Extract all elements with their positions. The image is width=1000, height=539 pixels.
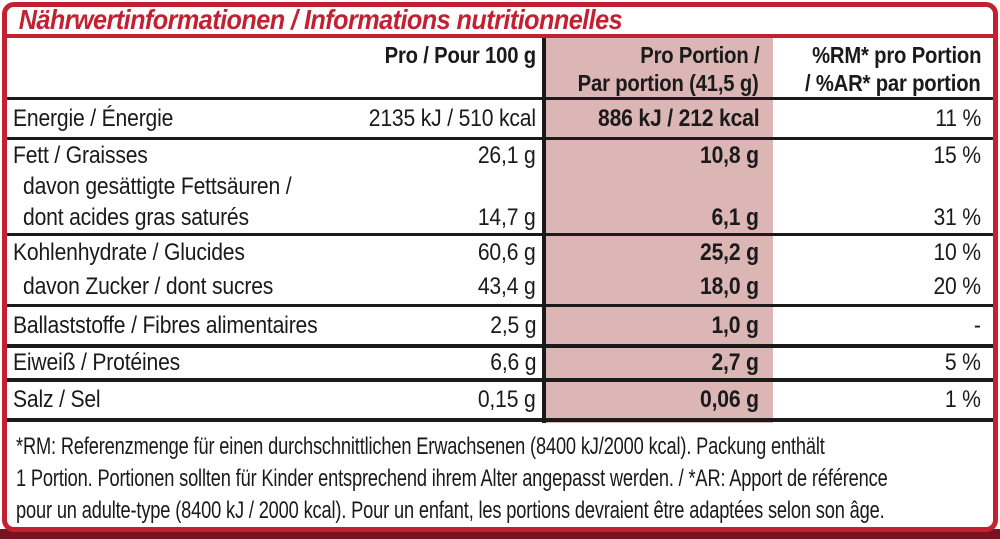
portion-column-highlight [546,38,773,423]
table-row: Energie / Énergie 2135 kJ / 510 kcal 886… [7,100,993,137]
table-header-row: Pro / Pour 100 g Pro Portion / Par porti… [7,38,993,100]
row-fiber: Ballaststoffe / Fibres alimentaires 2,5 … [7,307,993,348]
packaging-background-strip [0,529,1000,539]
table-row: Eiweiß / Protéines 6,6 g 2,7 g 5 % [7,348,993,378]
value-per-portion: 886 kJ / 212 kcal [597,104,760,132]
value-per-portion: 2,7 g [711,349,759,376]
value-per-100g: 2,5 g [489,311,536,339]
table-row: davon gesättigte Fettsäuren / [7,171,993,202]
value-percent-rm: 11 % [935,104,981,132]
nutrient-label: Energie / Énergie [13,104,174,132]
label-title: Nährwertinformationen / Informations nut… [18,4,623,35]
table-row: Ballaststoffe / Fibres alimentaires 2,5 … [7,307,993,344]
value-per-100g: 43,4 g [478,273,536,300]
title-bar: Nährwertinformationen / Informations nut… [7,7,993,38]
row-fat: Fett / Graisses 26,1 g 10,8 g 15 % davon… [7,140,993,236]
nutrient-sublabel: davon gesättigte Fettsäuren / [23,172,292,200]
value-per-100g: 60,6 g [478,239,536,266]
table-row: dont acides gras saturés 14,7 g 6,1 g 31… [7,202,993,233]
row-salt: Salz / Sel 0,15 g 0,06 g 1 % [7,382,993,422]
nutrient-label: Ballaststoffe / Fibres alimentaires [13,311,318,339]
value-per-100g: 6,6 g [489,349,536,376]
value-per-portion: 6,1 g [711,203,759,231]
value-per-portion: 25,2 g [700,239,759,266]
nutrient-label: Kohlenhydrate / Glucides [13,239,245,266]
table-row: Fett / Graisses 26,1 g 10,8 g 15 % [7,140,993,171]
value-percent-rm: 20 % [933,273,982,300]
nutrition-label-card: Nährwertinformationen / Informations nut… [2,2,998,532]
col-header-portion-line2: Par portion (41,5 g) [578,70,759,96]
value-percent-rm: 10 % [933,239,982,266]
footnote-line: *RM: Referenzmenge für einen durchschnit… [16,433,825,460]
value-percent-rm: 31 % [933,203,982,231]
row-protein: Eiweiß / Protéines 6,6 g 2,7 g 5 % [7,348,993,382]
value-per-100g: 0,15 g [478,386,536,413]
nutrient-label: Fett / Graisses [13,141,148,169]
value-percent-rm: 5 % [945,349,981,376]
row-energy: Energie / Énergie 2135 kJ / 510 kcal 886… [7,100,993,140]
col-header-percent-rm: %RM* pro Portion / %AR* par portion [773,38,993,97]
value-per-portion: 10,8 g [700,141,759,169]
value-per-100g: 14,7 g [478,203,536,231]
nutrient-sublabel: dont acides gras saturés [23,203,249,231]
value-per-portion: 18,0 g [700,273,759,300]
footnote-line: pour un adulte-type (8400 kJ / 2000 kcal… [16,497,885,524]
value-per-100g: 2135 kJ / 510 kcal [368,104,536,132]
table-row: Salz / Sel 0,15 g 0,06 g 1 % [7,382,993,418]
col-header-per-portion: Pro Portion / Par portion (41,5 g) [546,38,773,97]
footnote: *RM: Referenzmenge für einen durchschnit… [7,425,993,527]
col-header-rm-line2: / %AR* par portion [805,70,981,96]
col-header-per-100g-text: Pro / Pour 100 g [384,42,536,68]
row-carbohydrates: Kohlenhydrate / Glucides 60,6 g 25,2 g 1… [7,236,993,307]
value-per-100g: 26,1 g [478,141,536,169]
table-rows: Pro / Pour 100 g Pro Portion / Par porti… [7,38,993,422]
nutrition-table: Pro / Pour 100 g Pro Portion / Par porti… [7,38,993,423]
value-per-portion: 0,06 g [700,386,759,413]
col-header-portion-line1: Pro Portion / [639,42,759,68]
table-row: Kohlenhydrate / Glucides 60,6 g 25,2 g 1… [7,236,993,270]
nutrient-label: Salz / Sel [13,386,101,413]
nutrient-sublabel: davon Zucker / dont sucres [23,273,274,300]
nutrient-label: Eiweiß / Protéines [13,349,181,376]
column-divider [542,38,546,423]
footnote-line: 1 Portion. Portionen sollten für Kinder … [16,465,888,492]
value-percent-rm: 15 % [933,141,982,169]
value-per-portion: 1,0 g [711,311,759,339]
col-header-per-100g: Pro / Pour 100 g [7,38,546,97]
value-percent-rm: 1 % [945,386,981,413]
table-row: davon Zucker / dont sucres 43,4 g 18,0 g… [7,270,993,304]
value-percent-rm: - [974,311,981,339]
col-header-rm-line1: %RM* pro Portion [811,42,981,68]
